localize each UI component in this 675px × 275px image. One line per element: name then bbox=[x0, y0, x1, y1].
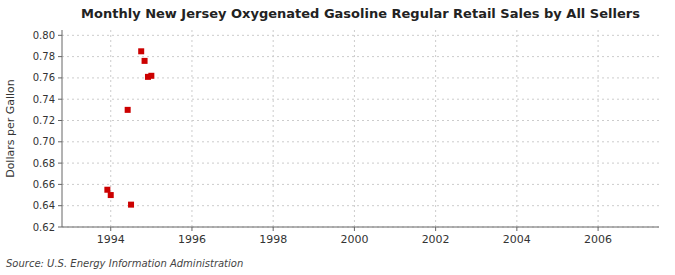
x-tick bbox=[598, 227, 599, 231]
title: Monthly New Jersey Oxygenated Gasoline R… bbox=[81, 6, 640, 21]
points bbox=[104, 48, 154, 207]
y-tick bbox=[58, 56, 62, 57]
x-tick bbox=[110, 227, 111, 231]
y-grid-line bbox=[62, 205, 659, 206]
grid bbox=[62, 30, 659, 227]
y-grid-line bbox=[62, 141, 659, 142]
y-tick-label: 0.74 bbox=[33, 94, 55, 105]
y-tick-label: 0.62 bbox=[33, 222, 55, 233]
chart-svg: 1994 1996 1998 2000 2002 2004 2006 0.62 0.64 0.66… bbox=[0, 0, 675, 275]
x-tick bbox=[435, 227, 436, 231]
y-tick-label: 0.76 bbox=[33, 72, 55, 83]
point bbox=[142, 58, 148, 64]
x-tick bbox=[516, 227, 517, 231]
y-tick bbox=[58, 99, 62, 100]
x-tick-label: 2002 bbox=[422, 233, 450, 246]
y-tick bbox=[58, 227, 62, 228]
y-tick-label: 0.78 bbox=[33, 51, 55, 62]
y-tick bbox=[58, 163, 62, 164]
x-tick bbox=[273, 227, 274, 231]
y-grid-line bbox=[62, 163, 659, 164]
x-grid-line bbox=[354, 30, 355, 227]
y-tick bbox=[58, 141, 62, 142]
y-tick-label: 0.64 bbox=[33, 200, 55, 211]
point bbox=[148, 73, 154, 79]
x-tick-label: 1998 bbox=[259, 233, 287, 246]
x-tick-label: 2006 bbox=[584, 233, 612, 246]
x-grid-line bbox=[191, 30, 192, 227]
x-grid-line bbox=[435, 30, 436, 227]
point bbox=[104, 187, 110, 193]
x-tick-label: 2004 bbox=[503, 233, 531, 246]
y-grid-line bbox=[62, 184, 659, 185]
y-grid-line bbox=[62, 120, 659, 121]
x-grid-line bbox=[516, 30, 517, 227]
y-tick bbox=[58, 77, 62, 78]
y-grid-line bbox=[62, 35, 659, 36]
y-grid-line bbox=[62, 99, 659, 100]
point bbox=[125, 107, 131, 113]
x-grid-line bbox=[273, 30, 274, 227]
y-tick bbox=[58, 184, 62, 185]
x-tick-label: 1994 bbox=[97, 233, 125, 246]
axes: 1994 1996 1998 2000 2002 2004 2006 0.62 0.64 0.66… bbox=[33, 30, 659, 246]
x-axis-line bbox=[62, 227, 659, 228]
x-tick-label: 1996 bbox=[178, 233, 206, 246]
point bbox=[108, 192, 114, 198]
y-tick-label: 0.72 bbox=[33, 115, 55, 126]
background bbox=[0, 0, 675, 275]
y-axis-line bbox=[62, 30, 63, 227]
x-tick-label: 2000 bbox=[340, 233, 368, 246]
source-annotation: Source: U.S. Energy Information Administ… bbox=[6, 258, 243, 269]
y-tick-label: 0.68 bbox=[33, 158, 55, 169]
y-tick bbox=[58, 35, 62, 36]
chart-container: 1994 1996 1998 2000 2002 2004 2006 0.62 0.64 0.66… bbox=[0, 0, 675, 275]
y-tick-label: 0.80 bbox=[33, 30, 55, 41]
y-tick bbox=[58, 120, 62, 121]
x-grid-line bbox=[598, 30, 599, 227]
y-grid-line bbox=[62, 227, 659, 228]
point bbox=[138, 48, 144, 54]
x-tick bbox=[191, 227, 192, 231]
y-axis-label: Dollars per Gallon bbox=[4, 79, 17, 178]
x-tick bbox=[354, 227, 355, 231]
y-tick-label: 0.66 bbox=[33, 179, 55, 190]
point bbox=[128, 202, 134, 208]
y-tick bbox=[58, 205, 62, 206]
y-grid-line bbox=[62, 56, 659, 57]
y-tick-label: 0.70 bbox=[33, 136, 55, 147]
